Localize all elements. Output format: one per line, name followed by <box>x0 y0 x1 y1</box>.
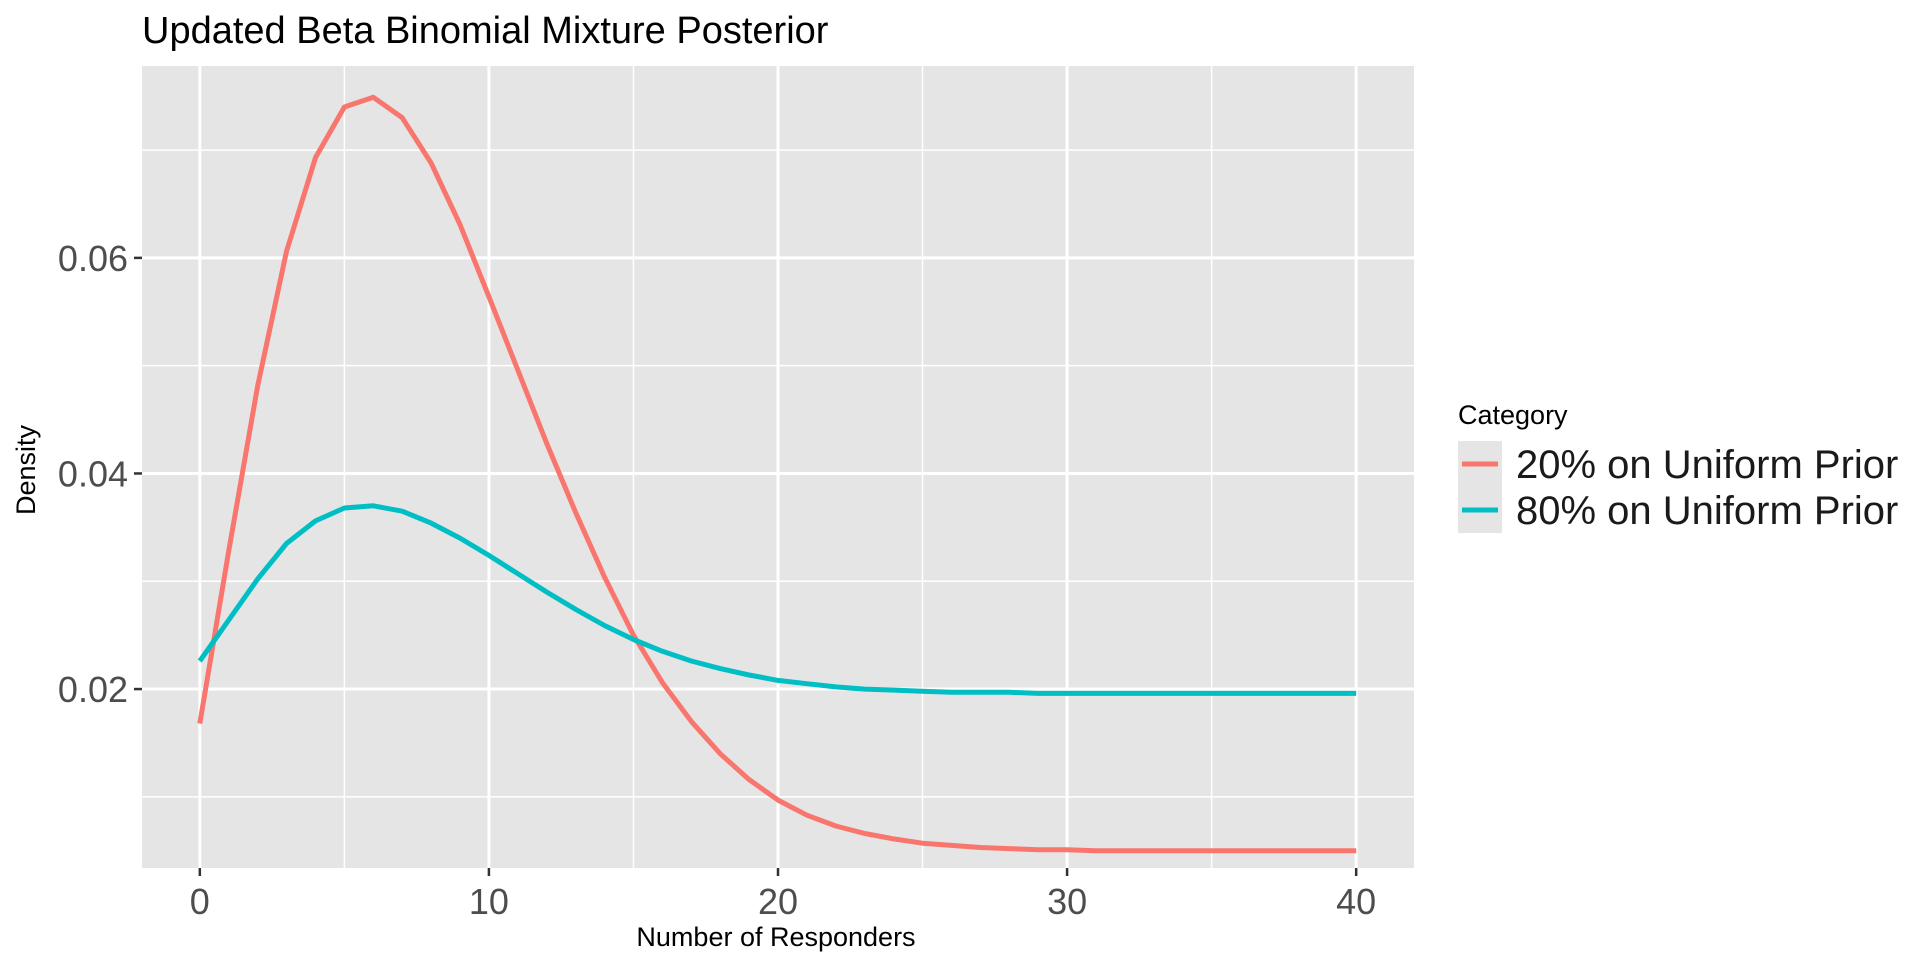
y-axis-title: Density <box>11 424 41 515</box>
x-tick-label: 10 <box>469 881 509 922</box>
chart-title: Updated Beta Binomial Mixture Posterior <box>142 10 829 52</box>
y-tick-label: 0.02 <box>58 669 128 710</box>
series-lines <box>197 94 1357 854</box>
major-gridlines <box>142 66 1414 868</box>
legend-title: Category <box>1458 400 1568 430</box>
x-tick-label: 30 <box>1047 881 1087 922</box>
series-line-1 <box>197 94 1357 854</box>
y-tick-label: 0.06 <box>58 238 128 279</box>
y-axis: 0.02 0.04 0.06 <box>58 238 142 710</box>
x-axis-title: Number of Responders <box>636 922 915 952</box>
x-axis: 0 10 20 30 40 <box>190 868 1376 922</box>
x-tick-label: 0 <box>190 881 210 922</box>
y-tick-label: 0.04 <box>58 453 128 494</box>
x-tick-label: 40 <box>1336 881 1376 922</box>
x-tick-label: 20 <box>758 881 798 922</box>
series-line-2 <box>197 503 1357 696</box>
legend-label: 80% on Uniform Prior <box>1516 489 1898 533</box>
legend-label: 20% on Uniform Prior <box>1516 443 1898 487</box>
